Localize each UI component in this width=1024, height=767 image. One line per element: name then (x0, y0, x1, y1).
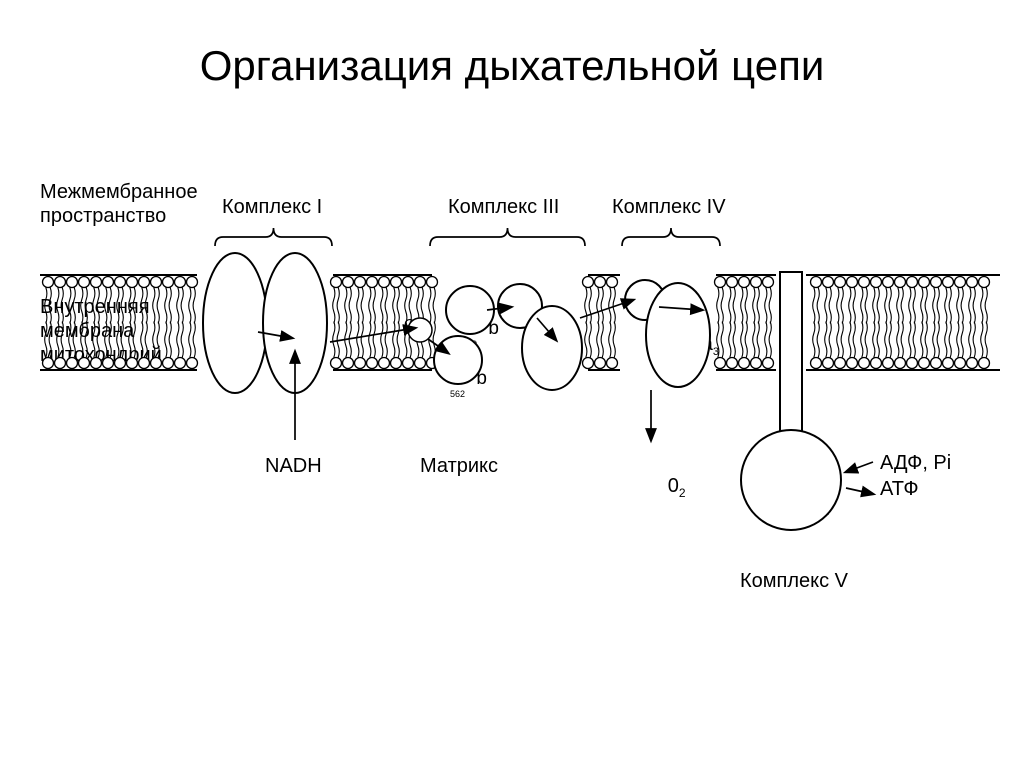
diagram-stage: Организация дыхательной цепи Межмембранн… (0, 0, 1024, 767)
membrane-diagram (0, 0, 1024, 767)
